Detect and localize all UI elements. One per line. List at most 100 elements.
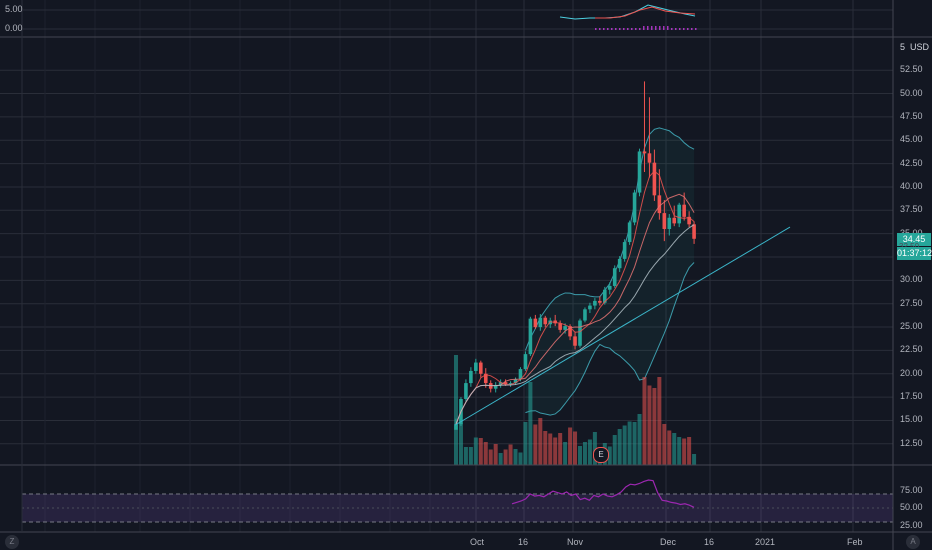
candle-body bbox=[474, 362, 478, 371]
volume-bar bbox=[498, 453, 503, 465]
candle-body bbox=[672, 217, 677, 224]
auto-scale-button[interactable]: A bbox=[906, 535, 920, 549]
volume-bar bbox=[523, 422, 528, 465]
volume-bar bbox=[558, 433, 563, 465]
top-histogram-bar bbox=[695, 28, 697, 30]
volume-bar bbox=[587, 439, 592, 465]
volume-bar bbox=[687, 437, 692, 465]
candle-body bbox=[642, 151, 647, 154]
top-histogram-bar bbox=[595, 28, 597, 30]
candle-body bbox=[598, 300, 602, 303]
volume-bar bbox=[622, 425, 627, 465]
volume-bar bbox=[582, 442, 587, 465]
volume-bar bbox=[627, 421, 632, 465]
volume-bar bbox=[503, 449, 508, 465]
countdown-tag: 01:37:12 bbox=[897, 247, 932, 260]
price-label: 40.00 bbox=[900, 180, 923, 191]
ma-fast-line bbox=[455, 170, 695, 425]
trend-line bbox=[454, 226, 791, 426]
top-histogram-bar bbox=[607, 28, 609, 30]
candle-body bbox=[593, 300, 597, 306]
volume-bar bbox=[553, 437, 558, 465]
top-histogram-bar bbox=[651, 26, 653, 30]
volume-bar bbox=[563, 442, 568, 465]
price-label: 17.50 bbox=[900, 391, 923, 402]
candle-body bbox=[563, 326, 567, 330]
volume-bar bbox=[578, 446, 582, 465]
volume-bar bbox=[667, 430, 672, 465]
top-histogram-bar bbox=[679, 28, 681, 30]
price-label: 35.00 bbox=[900, 228, 923, 238]
top-histogram-bar bbox=[635, 28, 637, 30]
indicator-overlays bbox=[454, 170, 791, 426]
top-histogram-bar bbox=[655, 26, 657, 30]
price-label: 50.00 bbox=[900, 87, 923, 98]
volume-bar bbox=[637, 414, 642, 465]
volume-bar bbox=[642, 377, 647, 465]
candle-body bbox=[667, 217, 672, 229]
top-line-b bbox=[595, 6, 696, 19]
price-label: 47.50 bbox=[900, 110, 923, 121]
candle-body bbox=[588, 305, 592, 310]
volume-bar bbox=[458, 423, 463, 465]
timezone-button[interactable]: Z bbox=[5, 535, 19, 549]
candle-body bbox=[682, 204, 686, 217]
candle-body bbox=[538, 317, 543, 328]
price-label: 42.50 bbox=[900, 157, 923, 168]
candle-body bbox=[647, 153, 652, 163]
candle-body bbox=[508, 383, 513, 385]
candle-body bbox=[657, 195, 662, 214]
volume-bar bbox=[533, 424, 538, 465]
currency-scale: 5 bbox=[900, 42, 906, 52]
candle-body bbox=[622, 242, 627, 259]
time-label: Oct bbox=[470, 537, 485, 547]
candle-body bbox=[632, 192, 637, 223]
top-histogram-bar bbox=[623, 28, 625, 30]
volume-bar bbox=[528, 382, 533, 465]
top-histogram-bar bbox=[615, 28, 617, 30]
volume-bar bbox=[617, 429, 622, 465]
candle-body bbox=[528, 318, 533, 355]
price-label: 52.50 bbox=[900, 64, 923, 75]
volume-bar bbox=[508, 444, 513, 465]
volume-bar bbox=[632, 422, 637, 465]
top-histogram-bar bbox=[643, 26, 645, 30]
volume-bar bbox=[682, 438, 687, 465]
volume-bar bbox=[463, 447, 468, 465]
volume-bar bbox=[518, 452, 523, 465]
candle-body bbox=[454, 424, 458, 430]
top-histogram-bar bbox=[631, 28, 633, 30]
top-histogram-bar bbox=[667, 26, 669, 30]
rsi-pane bbox=[22, 479, 893, 523]
top-histogram-bar bbox=[599, 28, 601, 30]
top-indicator-pane bbox=[22, 4, 893, 30]
candle-body bbox=[617, 258, 622, 269]
hidden-price-label: 32.50 bbox=[899, 242, 919, 251]
rsi-line bbox=[511, 479, 695, 508]
volume-bar bbox=[468, 447, 473, 465]
currency-label[interactable]: 5 USD bbox=[900, 42, 929, 52]
volume-bar bbox=[677, 437, 682, 465]
candle-body bbox=[568, 326, 572, 337]
candle-body bbox=[553, 320, 557, 324]
candle-body bbox=[603, 289, 607, 303]
last-price-tag: 34.45 bbox=[897, 233, 931, 246]
top-histogram-bar bbox=[687, 28, 689, 30]
bollinger-fill bbox=[525, 127, 695, 416]
candle-body bbox=[483, 373, 488, 384]
volume-bar bbox=[543, 431, 548, 465]
earnings-marker[interactable]: E bbox=[593, 447, 609, 463]
price-label: 45.00 bbox=[900, 134, 923, 145]
grid-lines bbox=[0, 0, 893, 532]
time-label: Dec bbox=[660, 537, 677, 547]
time-label: 16 bbox=[704, 537, 715, 547]
candle-body bbox=[637, 151, 642, 193]
top-histogram-bar bbox=[691, 28, 693, 30]
top-histogram-bar bbox=[603, 28, 605, 30]
candle-body bbox=[533, 318, 538, 328]
top-histogram-bar bbox=[671, 28, 673, 30]
rsi-label: 75.00 bbox=[900, 484, 923, 495]
price-label: 15.00 bbox=[900, 414, 923, 425]
